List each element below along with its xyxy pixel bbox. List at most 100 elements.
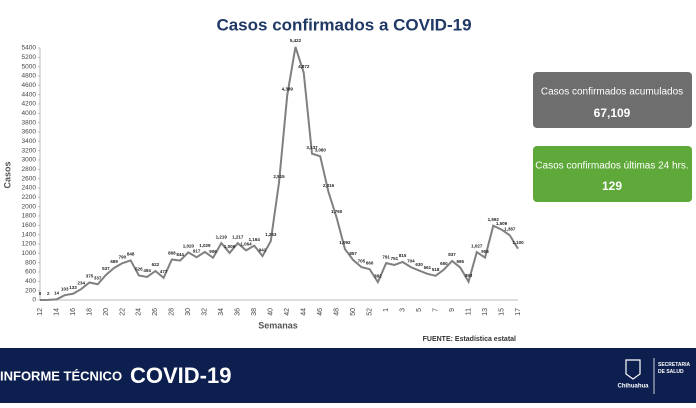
data-label: 526: [135, 267, 143, 272]
y-tick-label: 4600: [22, 82, 37, 89]
data-label: 1,009: [224, 244, 236, 249]
data-label: 751: [391, 256, 399, 261]
data-label: 3,080: [315, 147, 327, 152]
data-label: 518: [432, 267, 440, 272]
data-label: 1,592: [488, 217, 500, 222]
y-tick-label: 3400: [22, 138, 37, 145]
x-tick-label: 22: [119, 308, 126, 316]
x-tick-label: 3: [399, 308, 406, 312]
data-label: 382: [374, 273, 382, 278]
y-tick-label: 4200: [22, 101, 37, 108]
y-tick-label: 800: [25, 259, 36, 266]
data-label: 2,316: [323, 183, 335, 188]
line: [39, 46, 519, 301]
data-label: 695: [457, 259, 465, 264]
data-label: 1,029: [199, 243, 211, 248]
y-tick-label: 400: [25, 278, 36, 285]
data-label: 561: [424, 265, 432, 270]
data-label: 5,422: [290, 38, 302, 43]
y-tick-label: 1800: [22, 213, 37, 220]
footer-subtitle: COVID-19: [130, 363, 231, 388]
x-tick-label: 44: [301, 308, 308, 316]
x-tick-label: 12: [37, 308, 44, 316]
data-label: 234: [77, 280, 85, 285]
data-label: 906: [209, 249, 217, 254]
data-label: 1,263: [265, 232, 277, 237]
y-tick-label: 0: [32, 297, 36, 304]
x-tick-label: 48: [334, 308, 341, 316]
data-label: 375: [86, 274, 94, 279]
x-axis-label: Semanas: [258, 320, 298, 330]
x-tick-label: 15: [498, 308, 505, 316]
x-tick-label: 40: [268, 308, 275, 316]
data-label: 2: [47, 291, 50, 296]
y-tick-label: 2800: [22, 166, 37, 173]
y-axis-label: Casos: [2, 161, 12, 188]
y-tick-label: 2000: [22, 203, 37, 210]
x-tick-label: 24: [136, 308, 143, 316]
y-tick-label: 3200: [22, 147, 37, 154]
x-tick-label: 14: [53, 308, 60, 316]
data-label: 837: [448, 252, 456, 257]
data-label: 790: [119, 254, 127, 259]
data-label: 103: [61, 286, 69, 291]
y-tick-label: 2200: [22, 194, 37, 201]
data-label: 815: [399, 253, 407, 258]
department: SECRETARÍA DE SALUD: [658, 362, 690, 375]
x-tick-label: 13: [482, 308, 489, 316]
y-tick-label: 4400: [22, 91, 37, 98]
data-label: 844: [176, 252, 184, 257]
y-tick-label: 3000: [22, 157, 37, 164]
y-tick-label: 1200: [22, 241, 37, 248]
daily-cases-panel: [533, 146, 692, 202]
x-tick-label: 46: [317, 308, 324, 316]
data-label: 1,027: [471, 243, 483, 248]
data-label: 2,515: [273, 174, 285, 179]
data-label: 537: [102, 266, 110, 271]
panel-label: Casos confirmados acumulados: [541, 87, 683, 98]
data-label: 1,164: [249, 237, 261, 242]
x-tick-label: 50: [350, 308, 357, 316]
y-tick-label: 4000: [22, 110, 37, 117]
x-tick-label: 20: [103, 308, 110, 316]
footer-bar: [0, 348, 696, 403]
panel-value: 67,109: [594, 106, 631, 120]
data-label: 1,760: [331, 209, 343, 214]
x-tick-label: 52: [366, 308, 373, 316]
source-note: FUENTE: Estadística estatal: [423, 336, 516, 343]
data-label: 689: [110, 259, 118, 264]
y-tick-label: 2400: [22, 185, 37, 192]
footer-title: INFORME TÉCNICO: [0, 368, 122, 383]
chart-title: Casos confirmados a COVID-19: [216, 15, 471, 34]
x-tick-label: 18: [86, 308, 93, 316]
x-tick-label: 17: [515, 308, 522, 316]
data-label: 908: [481, 249, 489, 254]
logo-shield: [625, 359, 641, 380]
data-label: 3,137: [306, 145, 318, 150]
x-tick-label: 30: [185, 308, 192, 316]
x-tick-label: 9: [449, 308, 456, 312]
data-label: 848: [127, 252, 135, 257]
x-tick-label: 1: [383, 308, 390, 312]
y-tick-label: 600: [25, 269, 36, 276]
department-box: SECRETARÍA DE SALUD: [658, 362, 690, 375]
x-tick-label: 26: [152, 308, 159, 316]
data-label: 1,387: [504, 226, 516, 231]
y-tick-label: 2600: [22, 175, 37, 182]
x-tick-label: 36: [235, 308, 242, 316]
data-label: 1,509: [496, 221, 508, 226]
panel-value: 129: [602, 179, 622, 193]
x-tick-label: 7: [432, 308, 439, 312]
x-tick-label: 38: [251, 308, 258, 316]
data-label: 0: [39, 291, 42, 296]
data-label: 393: [465, 273, 473, 278]
y-tick-label: 4800: [22, 73, 37, 80]
y-tick-label: 5200: [22, 54, 37, 61]
y-tick-label: 3600: [22, 129, 37, 136]
data-label: 868: [168, 251, 176, 256]
data-label: 622: [152, 262, 160, 267]
data-label: 14: [54, 291, 60, 296]
x-tick-label: 34: [218, 308, 225, 316]
data-label: 650: [440, 261, 448, 266]
